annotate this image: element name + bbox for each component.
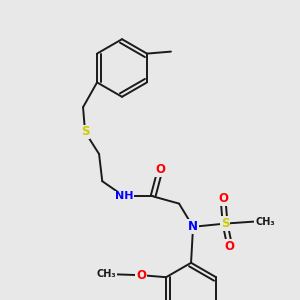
- Text: NH: NH: [115, 191, 134, 201]
- Text: CH₃: CH₃: [255, 217, 275, 226]
- Text: O: O: [136, 269, 146, 282]
- Text: O: O: [225, 240, 235, 253]
- Text: CH₃: CH₃: [96, 269, 116, 279]
- Text: S: S: [221, 217, 229, 230]
- Text: O: O: [155, 163, 165, 176]
- Text: O: O: [218, 192, 228, 205]
- Text: N: N: [188, 220, 198, 233]
- Text: S: S: [81, 125, 89, 139]
